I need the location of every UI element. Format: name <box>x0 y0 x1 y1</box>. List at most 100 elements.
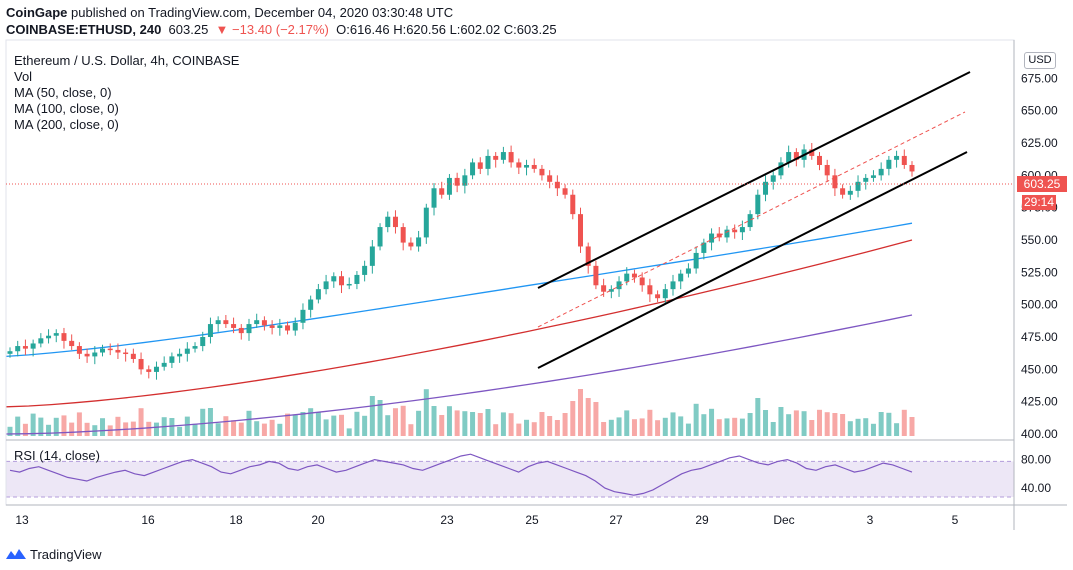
volume-bar <box>763 410 769 436</box>
candle-body <box>408 242 414 247</box>
volume-bar <box>61 415 67 436</box>
volume-bar <box>724 418 730 436</box>
candle-body <box>231 324 237 328</box>
volume-bar <box>115 416 121 436</box>
volume-bar <box>423 389 429 436</box>
candle-body <box>84 353 90 357</box>
volume-bar <box>608 419 614 436</box>
candle-body <box>516 162 522 168</box>
volume-bar <box>863 418 869 436</box>
volume-bar <box>585 398 591 436</box>
candle-body <box>500 152 506 160</box>
legend-ma100[interactable]: MA (100, close, 0) <box>14 101 119 116</box>
volume-bar <box>493 424 499 436</box>
volume-bar <box>46 424 52 436</box>
volume-bar <box>732 417 738 436</box>
volume-bar <box>739 418 745 436</box>
candle-body <box>169 356 175 363</box>
candle-body <box>670 281 676 290</box>
volume-bar <box>531 422 537 436</box>
volume-bar <box>747 413 753 436</box>
price-tick-label: 425.00 <box>1021 395 1058 409</box>
volume-bar <box>508 413 514 436</box>
volume-bar <box>377 400 383 436</box>
legend-title[interactable]: Ethereum / U.S. Dollar, 4h, COINBASE <box>14 53 240 68</box>
candle-body <box>107 348 113 351</box>
time-tick-label: 5 <box>952 513 959 527</box>
volume-bar <box>693 403 699 436</box>
rsi-legend[interactable]: RSI (14, close) <box>14 448 100 463</box>
currency-button[interactable]: USD <box>1024 52 1056 69</box>
volume-bar <box>616 417 622 436</box>
candle-body <box>207 324 213 337</box>
volume-bar <box>69 422 75 436</box>
volume-bar <box>339 414 345 436</box>
volume-bar <box>631 419 637 436</box>
volume-bar <box>547 416 553 436</box>
legend-ma200[interactable]: MA (200, close, 0) <box>14 117 119 132</box>
candle-body <box>76 346 82 354</box>
volume-bar <box>894 423 900 436</box>
legend-vol[interactable]: Vol <box>14 69 33 84</box>
volume-bar <box>562 413 568 436</box>
candle-body <box>616 281 622 290</box>
candle-body <box>177 353 183 357</box>
candle-body <box>778 162 784 176</box>
volume-bar <box>231 420 237 436</box>
candle-body <box>863 177 869 182</box>
volume-bar <box>354 411 360 436</box>
symbol-label: COINBASE:ETHUSD, 240 <box>6 22 162 37</box>
volume-bar <box>84 422 90 436</box>
price-tick-label: 500.00 <box>1021 298 1058 312</box>
candle-body <box>855 181 861 191</box>
candle-body <box>901 155 907 165</box>
volume-bar <box>331 415 337 436</box>
volume-bar <box>285 413 291 436</box>
volume-bar <box>454 410 460 436</box>
volume-bar <box>15 416 21 436</box>
candle-body <box>608 289 614 292</box>
volume-bar <box>153 422 159 436</box>
candle-body <box>269 325 275 328</box>
candle-body <box>146 369 152 372</box>
candle-body <box>377 227 383 247</box>
candle-body <box>7 351 13 354</box>
volume-bar <box>300 412 306 436</box>
candle-body <box>308 299 314 310</box>
volume-bar <box>647 409 653 436</box>
candle-body <box>894 155 900 160</box>
candle-body <box>192 346 198 349</box>
candle-body <box>886 159 892 169</box>
candle-body <box>570 194 576 215</box>
candle-body <box>416 237 422 247</box>
candle-body <box>824 164 830 176</box>
candle-body <box>493 155 499 160</box>
price-tick-label: 525.00 <box>1021 265 1058 279</box>
volume-bar <box>847 421 853 436</box>
volume-bar <box>22 423 28 436</box>
volume-bar <box>346 428 352 436</box>
price-tick-label: 450.00 <box>1021 362 1058 376</box>
volume-bar <box>909 417 915 436</box>
footer-brand[interactable]: TradingView <box>30 546 102 562</box>
candle-body <box>809 149 815 156</box>
time-tick-label: 18 <box>229 513 243 527</box>
publisher-name[interactable]: CoinGape <box>6 5 68 20</box>
volume-bar <box>261 423 267 436</box>
candle-body <box>315 289 321 300</box>
volume-bar <box>577 389 583 436</box>
volume-bar <box>238 422 244 436</box>
volume-bar <box>246 410 252 436</box>
candle-body <box>100 348 106 353</box>
time-tick-label: 25 <box>525 513 539 527</box>
legend-ma50[interactable]: MA (50, close, 0) <box>14 85 112 100</box>
candle-body <box>223 320 229 325</box>
volume-bar <box>416 410 422 436</box>
candle-body <box>840 188 846 195</box>
price-tick-label: 675.00 <box>1021 71 1058 85</box>
indicator-legend: Ethereum / U.S. Dollar, 4h, COINBASE Vol… <box>14 53 239 133</box>
candle-body <box>786 152 792 163</box>
volume-bar <box>755 398 761 436</box>
candle-body <box>215 320 221 325</box>
